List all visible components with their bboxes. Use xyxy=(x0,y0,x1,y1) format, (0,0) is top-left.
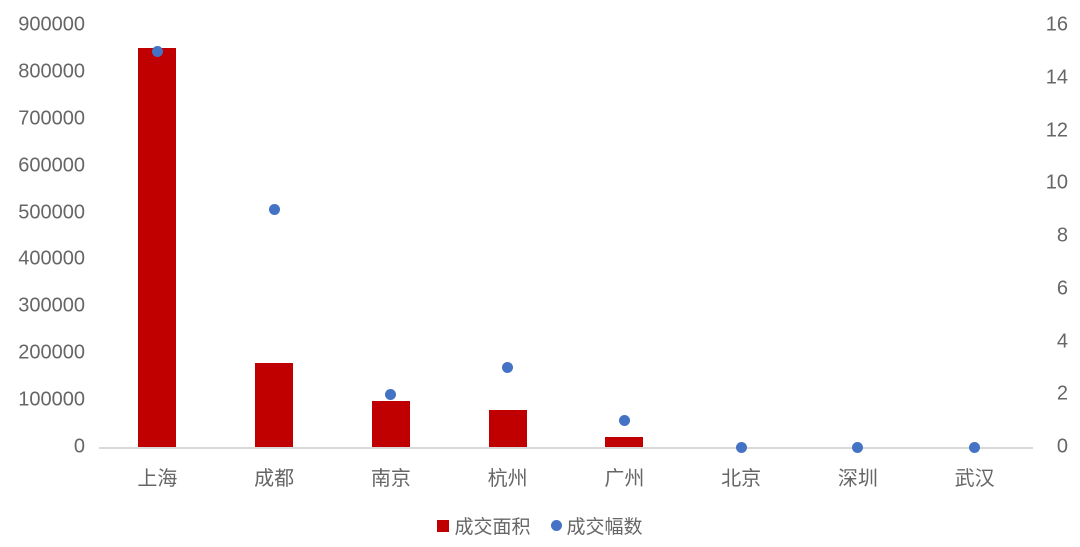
bar-成交面积 xyxy=(138,48,177,447)
legend-label: 成交幅数 xyxy=(566,517,643,538)
right-axis-tick: 8 xyxy=(1056,224,1068,247)
right-axis-tick: 10 xyxy=(1045,171,1068,194)
data-point-成交幅数 xyxy=(151,45,163,57)
plot-area xyxy=(99,25,1033,453)
category-label: 上海 xyxy=(137,468,178,490)
bar-成交面积 xyxy=(488,409,527,447)
left-axis-tick: 600000 xyxy=(18,154,85,177)
data-point-成交幅数 xyxy=(502,362,514,374)
category-label: 南京 xyxy=(370,468,411,490)
data-point-成交幅数 xyxy=(268,204,280,216)
legend-marker-circle-icon xyxy=(550,520,562,531)
right-axis-tick: 2 xyxy=(1056,382,1068,405)
left-axis-tick: 700000 xyxy=(18,107,85,130)
left-axis-tick: 500000 xyxy=(18,201,85,224)
left-axis-tick: 100000 xyxy=(18,388,85,411)
right-axis: 16 14 12 10 8 6 4 2 0 xyxy=(1040,14,1068,458)
right-axis-tick: 0 xyxy=(1056,435,1068,458)
data-point-成交幅数 xyxy=(852,441,864,453)
legend-label: 成交面积 xyxy=(454,517,531,538)
right-axis-tick: 4 xyxy=(1056,330,1068,352)
left-axis: 900000 800000 700000 600000 500000 400000 3000… xyxy=(0,14,85,458)
bar-成交面积 xyxy=(371,401,410,447)
category-label: 北京 xyxy=(721,468,762,490)
legend: 成交面积 成交幅数 xyxy=(0,512,1080,539)
legend-item: 成交面积 xyxy=(437,512,531,539)
category-label: 广州 xyxy=(604,468,645,490)
data-point-成交幅数 xyxy=(969,441,981,453)
left-axis-tick: 400000 xyxy=(18,247,85,270)
legend-item: 成交幅数 xyxy=(550,512,643,539)
left-axis-tick: 800000 xyxy=(18,60,85,83)
left-axis-tick: 300000 xyxy=(18,294,85,317)
category-label: 杭州 xyxy=(487,468,528,490)
bar-成交面积 xyxy=(255,362,294,447)
category-label: 成都 xyxy=(254,468,295,490)
data-point-成交幅数 xyxy=(735,441,747,453)
data-point-成交幅数 xyxy=(618,415,630,427)
right-axis-tick: 6 xyxy=(1056,277,1068,300)
category-label: 武汉 xyxy=(954,468,995,490)
category-label: 深圳 xyxy=(837,468,878,490)
bar-成交面积 xyxy=(605,436,644,447)
right-axis-tick: 12 xyxy=(1045,119,1068,141)
left-axis-tick: 200000 xyxy=(18,341,85,364)
legend-marker-square-icon xyxy=(437,519,450,532)
right-axis-tick: 14 xyxy=(1045,66,1068,89)
x-axis: 上海 成都 南京 杭州 广州 北京 深圳 武汉 xyxy=(99,449,1033,490)
data-point-成交幅数 xyxy=(385,388,397,400)
left-axis-tick: 900000 xyxy=(18,13,85,36)
left-axis-tick: 0 xyxy=(73,435,85,458)
right-axis-tick: 16 xyxy=(1045,13,1068,36)
